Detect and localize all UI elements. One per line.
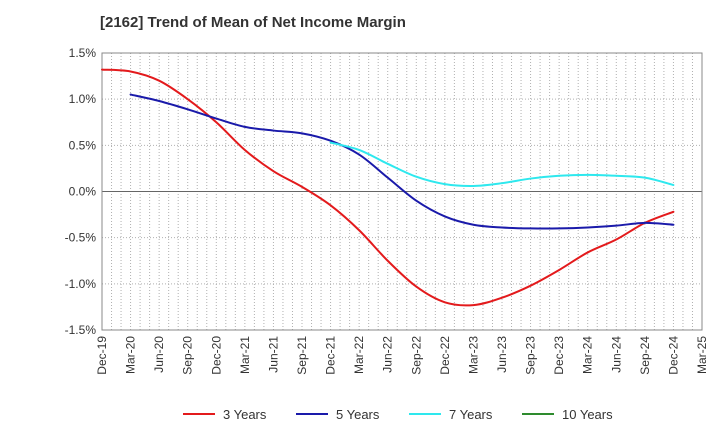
x-tick-label: Dec-24 bbox=[666, 336, 680, 375]
x-tick-label: Mar-22 bbox=[352, 336, 366, 374]
series-lines bbox=[101, 68, 675, 307]
x-tick-label: Mar-21 bbox=[238, 336, 252, 374]
y-tick-label: 0.5% bbox=[69, 138, 97, 152]
series-line-5-years bbox=[129, 93, 675, 230]
x-tick-label: Sep-24 bbox=[638, 336, 652, 375]
x-tick-label: Dec-23 bbox=[552, 336, 566, 375]
y-tick-label: -0.5% bbox=[65, 231, 97, 245]
series-line-3-years bbox=[101, 68, 675, 307]
legend-label-3-years: 3 Years bbox=[223, 407, 267, 422]
y-tick-label: 1.0% bbox=[69, 92, 97, 106]
x-tick-label: Jun-23 bbox=[495, 336, 509, 373]
y-tick-label: 1.5% bbox=[69, 46, 97, 60]
x-tick-label: Dec-21 bbox=[324, 336, 338, 375]
y-tick-label: -1.5% bbox=[65, 323, 97, 337]
x-tick-label: Mar-23 bbox=[466, 336, 480, 374]
legend-label-7-years: 7 Years bbox=[449, 407, 493, 422]
series-line-7-years bbox=[329, 141, 675, 187]
legend: 3 Years 5 Years 7 Years 10 Years bbox=[183, 407, 613, 422]
y-tick-label: 0.0% bbox=[69, 185, 97, 199]
grid-lines bbox=[102, 52, 702, 331]
plot-border bbox=[101, 52, 703, 331]
x-tick-label: Jun-22 bbox=[381, 336, 395, 373]
x-tick-label: Mar-20 bbox=[124, 336, 138, 374]
x-tick-label: Jun-21 bbox=[266, 336, 280, 373]
x-tick-label: Sep-22 bbox=[409, 336, 423, 375]
x-tick-label: Dec-19 bbox=[95, 336, 109, 375]
x-tick-label: Mar-24 bbox=[581, 336, 595, 374]
x-tick-label: Mar-25 bbox=[695, 336, 709, 374]
legend-label-10-years: 10 Years bbox=[562, 407, 613, 422]
y-tick-label: -1.0% bbox=[65, 277, 97, 291]
tick-labels: 1.5% 1.0% 0.5% 0.0% -0.5% -1.0% -1.5%Dec-19 Mar… bbox=[65, 46, 709, 375]
axes bbox=[101, 52, 703, 331]
x-tick-label: Dec-20 bbox=[209, 336, 223, 375]
legend-label-5-years: 5 Years bbox=[336, 407, 380, 422]
x-tick-label: Jun-20 bbox=[152, 336, 166, 373]
x-tick-label: Jun-24 bbox=[609, 336, 623, 373]
x-tick-label: Sep-21 bbox=[295, 336, 309, 375]
x-tick-label: Dec-22 bbox=[438, 336, 452, 375]
x-tick-label: Sep-23 bbox=[524, 336, 538, 375]
chart-title: [2162] Trend of Mean of Net Income Margi… bbox=[100, 14, 406, 31]
x-tick-label: Sep-20 bbox=[181, 336, 195, 375]
